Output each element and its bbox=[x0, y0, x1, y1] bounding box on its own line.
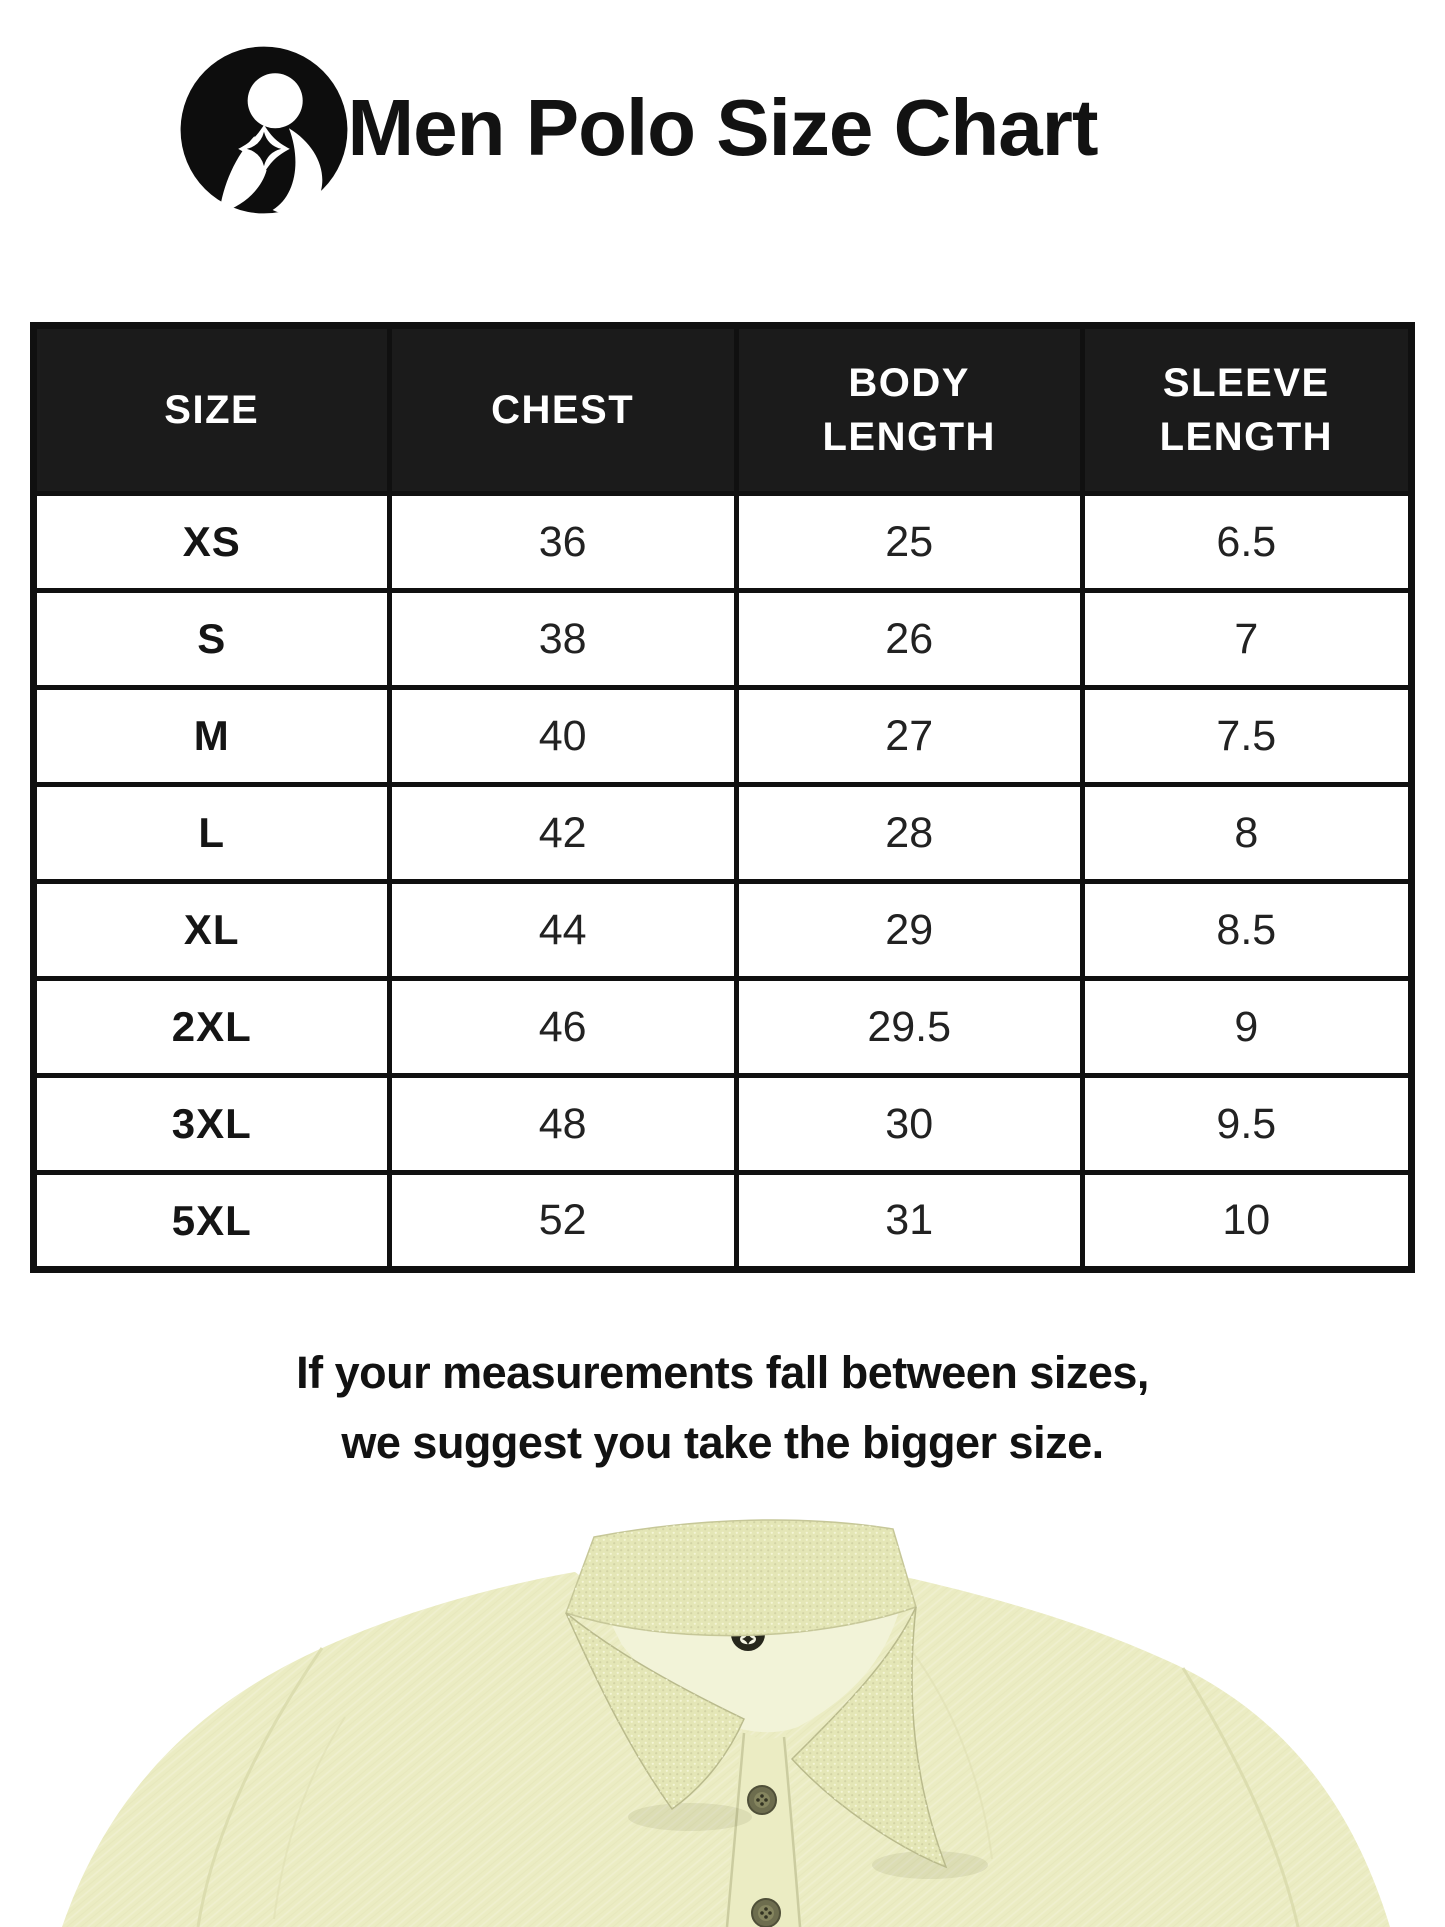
sleeve-length-cell: 6.5 bbox=[1079, 491, 1415, 593]
table-row-3xl: 3XL 48 30 9.5 bbox=[31, 1073, 1415, 1175]
shirt-collar bbox=[565, 1519, 948, 1869]
shirt-placket bbox=[725, 1729, 802, 1927]
collar-shadow-left bbox=[628, 1803, 752, 1831]
body-length-cell: 29.5 bbox=[733, 976, 1085, 1078]
size-cell: M bbox=[31, 685, 392, 787]
table-row-xs: XS 36 25 6.5 bbox=[31, 491, 1415, 593]
table-row-xl: XL 44 29 8.5 bbox=[31, 879, 1415, 981]
fit-note: If your measurements fall between sizes,… bbox=[0, 1338, 1445, 1478]
column-header-body-length: BODY LENGTH bbox=[733, 323, 1085, 496]
column-header-size: SIZE bbox=[31, 323, 392, 496]
sleeve-length-cell: 9.5 bbox=[1079, 1073, 1415, 1175]
size-cell: XL bbox=[31, 879, 392, 981]
sleeve-length-cell: 7.5 bbox=[1079, 685, 1415, 787]
sleeve-length-cell: 10 bbox=[1079, 1170, 1415, 1272]
sleeve-length-cell: 9 bbox=[1079, 976, 1415, 1078]
polo-shirt-image bbox=[62, 1519, 1390, 1927]
body-length-cell: 31 bbox=[733, 1170, 1085, 1272]
collar-left-texture bbox=[566, 1613, 744, 1809]
button-hole bbox=[764, 1915, 768, 1919]
sleeve-length-cell: 7 bbox=[1079, 588, 1415, 690]
sleeve-length-cell: 8.5 bbox=[1079, 879, 1415, 981]
placket-button bbox=[751, 1898, 781, 1927]
fit-note-line-2: we suggest you take the bigger size. bbox=[341, 1417, 1104, 1468]
button-hole bbox=[760, 1802, 764, 1806]
header-row: SIZE CHEST BODY LENGTH SLEEVE LENGTH bbox=[31, 323, 1415, 496]
button-hole bbox=[756, 1798, 760, 1802]
button-hole bbox=[764, 1798, 768, 1802]
fit-note-line-1: If your measurements fall between sizes, bbox=[296, 1347, 1149, 1398]
sleeve-length-cell: 8 bbox=[1079, 782, 1415, 884]
button-hole bbox=[764, 1907, 768, 1911]
logo-star bbox=[246, 131, 282, 167]
button-hole bbox=[760, 1911, 764, 1915]
left-sleeve-seam bbox=[196, 1647, 324, 1927]
table-row-l: L 42 28 8 bbox=[31, 782, 1415, 884]
placket-right-edge bbox=[782, 1736, 802, 1927]
collar-right-texture bbox=[792, 1607, 946, 1867]
size-cell: L bbox=[31, 782, 392, 884]
logo-right-arm bbox=[272, 128, 323, 214]
body-length-cell: 28 bbox=[733, 782, 1085, 884]
body-length-cell: 29 bbox=[733, 879, 1085, 981]
size-cell: 5XL bbox=[31, 1170, 392, 1272]
chest-cell: 52 bbox=[386, 1170, 739, 1272]
column-header-chest: CHEST bbox=[386, 323, 739, 496]
chest-cell: 44 bbox=[386, 879, 739, 981]
table-row-m: M 40 27 7.5 bbox=[31, 685, 1415, 787]
button-hole bbox=[760, 1794, 764, 1798]
chest-cell: 42 bbox=[386, 782, 739, 884]
logo-head bbox=[247, 73, 303, 129]
size-cell: XS bbox=[31, 491, 392, 593]
collar-band-texture bbox=[566, 1519, 916, 1636]
right-fold-line bbox=[904, 1641, 993, 1860]
button-bottom-rim bbox=[758, 1905, 774, 1921]
chest-cell: 36 bbox=[386, 491, 739, 593]
tag-star bbox=[742, 1633, 754, 1645]
body-length-cell: 30 bbox=[733, 1073, 1085, 1175]
chest-cell: 38 bbox=[386, 588, 739, 690]
brand-logo-icon bbox=[180, 46, 348, 214]
button-top-rim bbox=[754, 1792, 770, 1808]
right-sleeve-seam bbox=[1181, 1667, 1300, 1927]
collar-shadow-right bbox=[872, 1851, 988, 1879]
body-length-cell: 25 bbox=[733, 491, 1085, 593]
table-row-5xl: 5XL 52 31 10 bbox=[31, 1170, 1415, 1272]
column-header-sleeve-length: SLEEVE LENGTH bbox=[1079, 323, 1415, 496]
placket-button bbox=[747, 1785, 777, 1815]
size-chart-table: SIZE CHEST BODY LENGTH SLEEVE LENGTH XS … bbox=[30, 322, 1415, 1273]
table-row-2xl: 2XL 46 29.5 9 bbox=[31, 976, 1415, 1078]
table-row-s: S 38 26 7 bbox=[31, 588, 1415, 690]
placket-left-edge bbox=[725, 1732, 746, 1927]
left-fold-line bbox=[273, 1716, 346, 1920]
chest-cell: 46 bbox=[386, 976, 739, 1078]
button-hole bbox=[768, 1911, 772, 1915]
chest-cell: 48 bbox=[386, 1073, 739, 1175]
size-cell: 2XL bbox=[31, 976, 392, 1078]
body-length-cell: 27 bbox=[733, 685, 1085, 787]
chest-cell: 40 bbox=[386, 685, 739, 787]
size-cell: 3XL bbox=[31, 1073, 392, 1175]
placket-strip bbox=[725, 1729, 802, 1927]
size-cell: S bbox=[31, 588, 392, 690]
page-title: Men Polo Size Chart bbox=[347, 83, 1099, 172]
body-length-cell: 26 bbox=[733, 588, 1085, 690]
